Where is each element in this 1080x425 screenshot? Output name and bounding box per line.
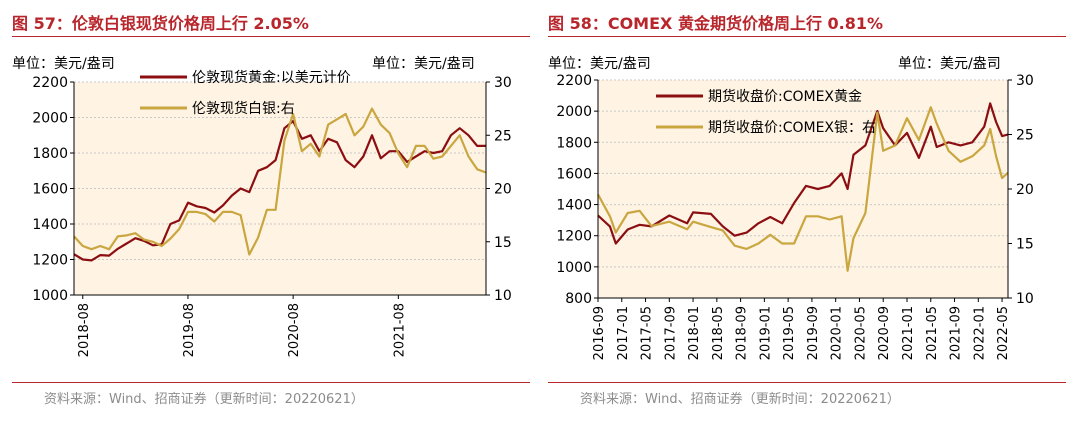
figure-title: 图 57：伦敦白银现货价格周上行 2.05% bbox=[12, 14, 309, 33]
x-tick-label: 2020-05 bbox=[853, 306, 868, 360]
legend: 期货收盘价:COMEX黄金 期货收盘价:COMEX银：右 bbox=[656, 88, 876, 136]
y-tick-label: 1400 bbox=[556, 198, 592, 214]
y2-tick-label: 30 bbox=[494, 75, 512, 91]
x-tick-label: 2017-01 bbox=[616, 306, 631, 360]
x-tick-label: 2022-01 bbox=[972, 306, 987, 360]
x-tick-label: 2020-01 bbox=[830, 306, 845, 360]
source-note: 资料来源：Wind、招商证券（更新时间：20220621） bbox=[44, 392, 364, 407]
y2-tick-label: 10 bbox=[494, 288, 512, 304]
y-tick-label: 2000 bbox=[32, 111, 68, 127]
y-tick-label: 1600 bbox=[32, 182, 68, 198]
x-tick-label: 2021-08 bbox=[392, 303, 407, 357]
y2-tick-label: 30 bbox=[1016, 73, 1034, 89]
chart-comex: 800 1000 1200 1400 1600 1800 2000 2200 10 15 20 25 3… bbox=[548, 56, 1034, 360]
legend-label-silver: 期货收盘价:COMEX银：右 bbox=[708, 119, 876, 136]
x-tick-label: 2020-09 bbox=[877, 306, 892, 360]
y-tick-label: 1600 bbox=[556, 166, 592, 182]
legend-label-gold: 伦敦现货黄金:以美元计价 bbox=[192, 69, 351, 86]
x-tick-label: 2019-09 bbox=[806, 306, 821, 360]
source-divider bbox=[12, 382, 530, 383]
y-tick-label: 1000 bbox=[556, 260, 592, 276]
y-tick-label: 1800 bbox=[32, 146, 68, 162]
x-tick-label: 2022-05 bbox=[996, 306, 1011, 360]
y-tick-label: 1400 bbox=[32, 217, 68, 233]
figure-58: 图 58：COMEX 黄金期货价格周上行 0.81% 800 1000 1200 14… bbox=[548, 0, 1078, 425]
series-lines bbox=[597, 102, 1009, 272]
series-line-silver bbox=[73, 107, 487, 256]
x-tick-label: 2019-08 bbox=[182, 303, 197, 357]
legend: 伦敦现货黄金:以美元计价 伦敦现货白银:右 bbox=[140, 69, 351, 117]
y-tick-label: 1800 bbox=[556, 135, 592, 151]
y2-tick-label: 20 bbox=[1016, 182, 1034, 198]
left-unit-label: 单位：美元/盎司 bbox=[548, 56, 651, 72]
y2-tick-label: 25 bbox=[494, 128, 512, 144]
y2-tick-label: 25 bbox=[1016, 128, 1034, 144]
y2-tick-label: 10 bbox=[1016, 291, 1034, 307]
source-divider bbox=[548, 382, 1066, 383]
x-tick-label: 2018-05 bbox=[711, 306, 726, 360]
x-tick-label: 2016-09 bbox=[592, 306, 607, 360]
right-unit-label: 单位：美元/盎司 bbox=[372, 56, 475, 72]
ticks: 1000 1200 1400 1600 1800 2000 2200 10 15 20 25 30 20… bbox=[32, 75, 511, 357]
x-tick-label: 2019-01 bbox=[758, 306, 773, 360]
y2-tick-label: 15 bbox=[1016, 237, 1034, 253]
source-note: 资料来源：Wind、招商证券（更新时间：20220621） bbox=[580, 392, 900, 407]
grid bbox=[74, 81, 486, 260]
x-tick-label: 2017-05 bbox=[640, 306, 655, 360]
series-line-gold bbox=[597, 102, 1009, 245]
series-line-gold bbox=[73, 119, 486, 262]
y2-tick-label: 20 bbox=[494, 182, 512, 198]
x-tick-label: 2021-09 bbox=[949, 306, 964, 360]
legend-label-silver: 伦敦现货白银:右 bbox=[192, 100, 295, 117]
y-tick-label: 1200 bbox=[32, 253, 68, 269]
right-unit-label: 单位：美元/盎司 bbox=[898, 56, 1001, 72]
chart-silver: 1000 1200 1400 1600 1800 2000 2200 10 15 20 25 30 20… bbox=[12, 56, 512, 357]
figure-title: 图 58：COMEX 黄金期货价格周上行 0.81% bbox=[548, 14, 884, 33]
x-tick-label: 2017-09 bbox=[663, 306, 678, 360]
left-unit-label: 单位：美元/盎司 bbox=[12, 56, 115, 72]
y2-tick-label: 15 bbox=[494, 235, 512, 251]
ticks: 800 1000 1200 1400 1600 1800 2000 2200 10 15 20 25 3… bbox=[556, 73, 1033, 360]
y-tick-label: 800 bbox=[565, 291, 592, 307]
x-tick-label: 2019-05 bbox=[782, 306, 797, 360]
y-tick-label: 1000 bbox=[32, 288, 68, 304]
x-tick-label: 2021-01 bbox=[901, 306, 916, 360]
x-tick-label: 2021-05 bbox=[925, 306, 940, 360]
series-line-silver bbox=[597, 106, 1009, 272]
y-tick-label: 2200 bbox=[556, 73, 592, 89]
x-tick-label: 2018-08 bbox=[77, 303, 92, 357]
grid bbox=[598, 79, 1008, 268]
series-lines bbox=[73, 107, 487, 262]
legend-label-gold: 期货收盘价:COMEX黄金 bbox=[708, 88, 862, 105]
y-tick-label: 2200 bbox=[32, 75, 68, 91]
title-divider bbox=[12, 36, 530, 37]
y-tick-label: 1200 bbox=[556, 229, 592, 245]
figure-57: 图 57：伦敦白银现货价格周上行 2.05% 1000 1200 1400 1600 1… bbox=[12, 0, 542, 425]
x-tick-label: 2020-08 bbox=[287, 303, 302, 357]
title-divider bbox=[548, 36, 1066, 37]
y-tick-label: 2000 bbox=[556, 104, 592, 120]
x-tick-label: 2018-09 bbox=[735, 306, 750, 360]
x-tick-label: 2018-01 bbox=[687, 306, 702, 360]
